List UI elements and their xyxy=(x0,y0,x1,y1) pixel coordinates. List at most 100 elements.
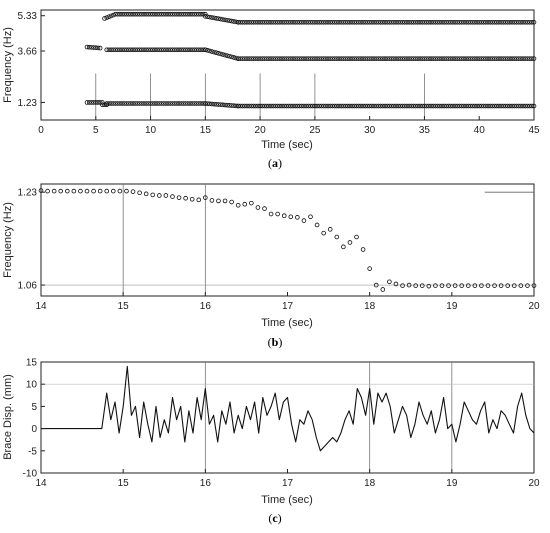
data-point-a-series-2 xyxy=(218,16,223,22)
data-point-a-series-2 xyxy=(468,19,473,25)
data-point-a-series-0 xyxy=(253,103,259,109)
data-point-a-series-0 xyxy=(222,102,228,108)
data-point-a-series-0 xyxy=(244,103,250,109)
data-point-b xyxy=(439,283,445,288)
data-point-b xyxy=(275,211,280,217)
data-point-a-series-2 xyxy=(163,11,169,17)
data-point-a-series-2 xyxy=(419,19,425,25)
x-tick-label-a: 40 xyxy=(474,125,486,136)
data-point-a-series-0 xyxy=(216,102,221,107)
data-point-b xyxy=(143,191,149,197)
data-point-a-series-2 xyxy=(152,11,158,17)
data-point-b xyxy=(137,190,142,196)
data-point-a-series-0 xyxy=(520,103,526,109)
data-point-a-series-1 xyxy=(446,56,451,61)
data-point-a-series-0 xyxy=(470,103,475,109)
data-point-a-series-2 xyxy=(362,19,368,25)
data-point-a-series-2 xyxy=(139,11,145,17)
data-point-a-series-2 xyxy=(327,19,333,25)
data-point-a-series-2 xyxy=(395,19,401,25)
data-point-a-series-1 xyxy=(406,56,412,61)
data-point-a-series-2 xyxy=(352,19,357,25)
data-point-a-series-2 xyxy=(266,19,272,25)
data-point-a-series-2 xyxy=(189,11,195,17)
data-point-a-series-2 xyxy=(229,18,234,24)
data-point-a-series-1 xyxy=(422,56,427,61)
data-point-a-series-0 xyxy=(238,103,243,109)
data-point-a-series-2 xyxy=(216,16,221,22)
y-axis-label-c: Brace Disp. (mm) xyxy=(2,374,14,460)
data-point-a-series-1 xyxy=(240,56,245,61)
data-point-a-series-0 xyxy=(347,103,353,109)
data-point-a-series-0 xyxy=(468,103,473,109)
data-point-a-series-2 xyxy=(281,19,287,25)
data-point-a-series-2 xyxy=(474,19,480,25)
data-point-a-series-1 xyxy=(146,47,151,53)
data-point-a-series-2 xyxy=(135,11,140,17)
chart-panel-a: 0 5 10 15 20 25 30 35 40 45 1.23 3.66 5.33 Time (se… xyxy=(2,9,540,170)
data-point-a-series-0 xyxy=(154,101,160,106)
x-tick-label-a: 15 xyxy=(200,125,212,136)
data-point-a-series-2 xyxy=(303,19,309,25)
data-point-a-series-2 xyxy=(360,19,366,25)
data-point-a-series-1 xyxy=(402,56,408,61)
data-point-a-series-1 xyxy=(231,55,237,60)
data-point-a-series-0 xyxy=(503,103,508,109)
data-point-b xyxy=(124,188,129,194)
data-point-a-series-1 xyxy=(455,56,460,61)
y-ticks-b: 1.06 1.23 xyxy=(18,188,45,292)
data-point-a-series-2 xyxy=(279,19,285,25)
data-point-a-series-1 xyxy=(299,56,305,61)
data-point-a-series-2 xyxy=(380,19,386,25)
data-point-a-series-0 xyxy=(461,103,467,109)
y-axis-label-a: Frequency (Hz) xyxy=(2,27,14,103)
data-point-b xyxy=(117,188,123,194)
data-point-a-series-0 xyxy=(181,101,186,106)
data-point-a-series-0 xyxy=(200,101,206,106)
data-point-a-series-2 xyxy=(446,19,451,25)
data-point-a-series-0 xyxy=(441,103,447,109)
data-point-a-series-1 xyxy=(216,51,221,56)
data-point-a-series-1 xyxy=(316,56,322,61)
data-point-a-series-2 xyxy=(349,19,355,25)
data-point-a-series-2 xyxy=(325,19,331,25)
data-point-a-series-0 xyxy=(157,101,162,106)
x-ticks-c: 14 15 16 17 18 19 20 xyxy=(35,469,540,489)
data-point-a-series-1 xyxy=(266,56,272,61)
data-point-a-series-2 xyxy=(382,19,388,25)
data-point-b xyxy=(78,188,83,194)
data-point-a-series-0 xyxy=(448,103,454,109)
data-point-a-series-2 xyxy=(104,15,110,20)
reference-lines-b xyxy=(41,184,534,296)
data-point-a-series-2 xyxy=(275,19,280,25)
data-point-a-series-1 xyxy=(312,56,318,61)
data-point-a-series-0 xyxy=(341,103,346,109)
data-point-a-series-1 xyxy=(227,53,232,59)
data-point-a-series-0 xyxy=(387,103,392,109)
data-point-a-series-0 xyxy=(229,103,234,108)
x-tick-label-a: 30 xyxy=(364,125,376,136)
data-point-b xyxy=(295,215,300,220)
data-point-a-series-1 xyxy=(128,47,134,53)
data-point-a-series-1 xyxy=(382,56,388,61)
data-point-a-series-2 xyxy=(143,11,149,17)
data-point-a-series-1 xyxy=(321,56,326,61)
data-point-a-series-1 xyxy=(509,56,515,61)
data-point-a-series-1 xyxy=(253,56,259,61)
data-point-a-series-2 xyxy=(461,19,467,25)
data-point-a-series-1 xyxy=(525,56,530,61)
data-point-a-series-1 xyxy=(354,56,359,61)
data-point-a-series-0 xyxy=(426,103,432,109)
data-point-a-series-1 xyxy=(479,56,484,61)
data-point-a-series-2 xyxy=(509,19,515,25)
data-point-a-series-1 xyxy=(111,47,116,53)
y-tick-label-c: 10 xyxy=(26,380,38,391)
data-point-b xyxy=(308,214,313,220)
data-point-a-series-0 xyxy=(362,103,368,109)
data-point-b xyxy=(130,189,136,194)
data-point-a-series-0 xyxy=(198,101,204,106)
data-point-a-series-2 xyxy=(264,19,269,25)
data-point-a-series-0 xyxy=(452,103,458,109)
data-point-b xyxy=(203,195,208,200)
vertical-lines-a xyxy=(95,73,425,120)
